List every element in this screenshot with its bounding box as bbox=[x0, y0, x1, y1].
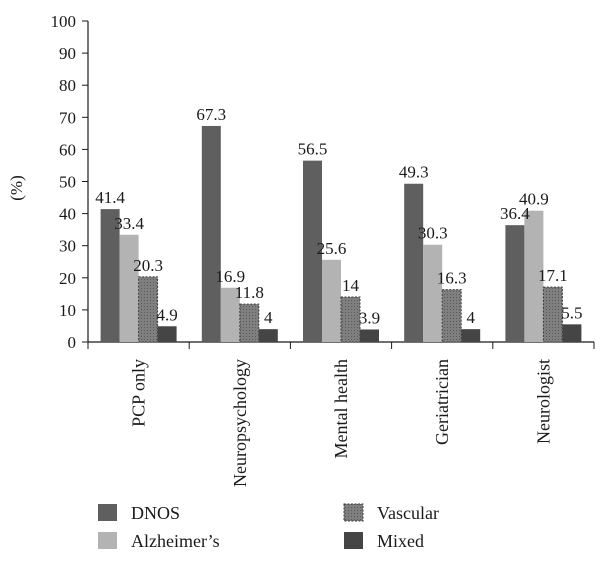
data-label: 33.4 bbox=[114, 214, 144, 233]
category-label: Geriatrician bbox=[432, 359, 452, 445]
bar bbox=[100, 209, 120, 342]
bar bbox=[220, 287, 240, 342]
legend: DNOS Alzheimer’s Vascular Mixed bbox=[98, 503, 439, 551]
data-label: 36.4 bbox=[500, 204, 530, 223]
bar bbox=[119, 234, 139, 342]
data-label: 4 bbox=[466, 308, 475, 327]
bar bbox=[138, 276, 159, 343]
y-tick-label: 90 bbox=[59, 44, 76, 63]
bar bbox=[303, 160, 322, 342]
y-axis-ticks: 0 10 20 30 40 50 60 70 80 90 100 bbox=[51, 12, 88, 352]
bar bbox=[239, 303, 260, 343]
y-tick-label: 20 bbox=[59, 269, 76, 288]
legend-swatch bbox=[98, 504, 117, 521]
category-label: Neuropsychology bbox=[230, 359, 250, 487]
legend-swatch bbox=[344, 532, 363, 549]
data-label: 17.1 bbox=[538, 266, 568, 285]
category-label: Mental health bbox=[331, 359, 351, 458]
y-tick-label: 0 bbox=[68, 333, 77, 352]
y-tick-label: 70 bbox=[59, 108, 76, 127]
data-label: 5.5 bbox=[561, 303, 582, 322]
bar bbox=[505, 225, 525, 342]
data-label: 4 bbox=[264, 308, 273, 327]
bars bbox=[100, 125, 582, 343]
bar bbox=[461, 329, 481, 342]
legend-label: Vascular bbox=[377, 503, 439, 523]
bar bbox=[322, 259, 341, 342]
bar bbox=[258, 329, 278, 342]
y-tick-label: 60 bbox=[59, 140, 76, 159]
data-label: 20.3 bbox=[133, 256, 163, 275]
y-tick-label: 40 bbox=[59, 205, 76, 224]
data-label: 25.6 bbox=[317, 239, 347, 258]
category-label: PCP only bbox=[129, 359, 149, 427]
data-label: 30.3 bbox=[418, 224, 448, 243]
y-tick-label: 50 bbox=[59, 173, 76, 192]
category-labels: PCP only Neuropsychology Mental health Geri… bbox=[87, 342, 595, 487]
data-label: 16.3 bbox=[437, 269, 467, 288]
data-label: 16.9 bbox=[215, 267, 245, 286]
data-label: 49.3 bbox=[399, 163, 429, 182]
bar bbox=[360, 329, 379, 342]
y-tick-label: 100 bbox=[51, 12, 77, 31]
data-labels: 41.433.420.34.967.316.911.8456.525.6143.… bbox=[95, 105, 582, 328]
legend-label: Alzheimer’s bbox=[131, 531, 220, 551]
bar bbox=[340, 296, 361, 343]
legend-label: DNOS bbox=[131, 503, 180, 523]
data-label: 14 bbox=[342, 276, 360, 295]
bar bbox=[201, 125, 221, 342]
y-tick-label: 10 bbox=[59, 301, 76, 320]
legend-swatch bbox=[343, 503, 364, 522]
bar bbox=[524, 210, 544, 342]
data-label: 67.3 bbox=[196, 105, 226, 124]
y-tick-label: 30 bbox=[59, 237, 76, 256]
bar bbox=[441, 289, 462, 343]
y-axis-label: (%) bbox=[7, 175, 26, 200]
bar bbox=[423, 244, 443, 342]
bar bbox=[542, 286, 563, 343]
data-label: 3.9 bbox=[359, 308, 380, 327]
bar bbox=[157, 326, 177, 342]
category-label: Neurologist bbox=[533, 359, 553, 444]
data-label: 40.9 bbox=[519, 190, 549, 209]
bar bbox=[404, 183, 424, 342]
legend-label: Mixed bbox=[377, 531, 424, 551]
data-label: 56.5 bbox=[298, 140, 328, 159]
data-label: 4.9 bbox=[156, 305, 177, 324]
data-label: 11.8 bbox=[235, 283, 264, 302]
legend-swatch bbox=[98, 532, 117, 549]
data-label: 41.4 bbox=[95, 188, 125, 207]
bar bbox=[562, 324, 582, 342]
y-tick-label: 80 bbox=[59, 76, 76, 95]
